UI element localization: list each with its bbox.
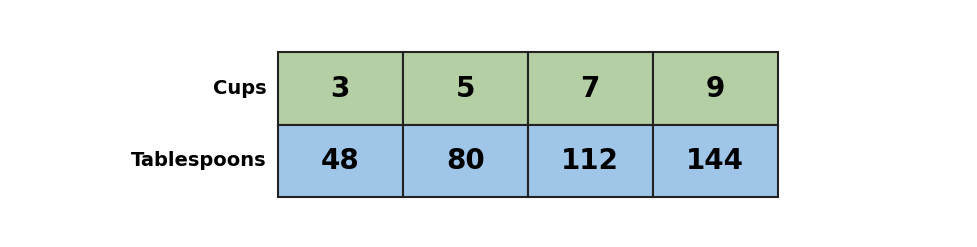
FancyBboxPatch shape [403,52,528,125]
Text: Cups: Cups [212,79,266,98]
Text: 7: 7 [580,75,599,103]
Text: 80: 80 [446,147,484,175]
FancyBboxPatch shape [277,52,403,125]
Text: 9: 9 [705,75,724,103]
FancyBboxPatch shape [528,52,653,125]
Text: 112: 112 [561,147,618,175]
FancyBboxPatch shape [277,125,403,197]
Text: 144: 144 [686,147,743,175]
Text: 3: 3 [330,75,350,103]
Text: Tablespoons: Tablespoons [131,151,266,170]
Text: 5: 5 [455,75,475,103]
FancyBboxPatch shape [653,52,777,125]
FancyBboxPatch shape [403,125,528,197]
Text: 48: 48 [320,147,360,175]
FancyBboxPatch shape [653,125,777,197]
FancyBboxPatch shape [528,125,653,197]
